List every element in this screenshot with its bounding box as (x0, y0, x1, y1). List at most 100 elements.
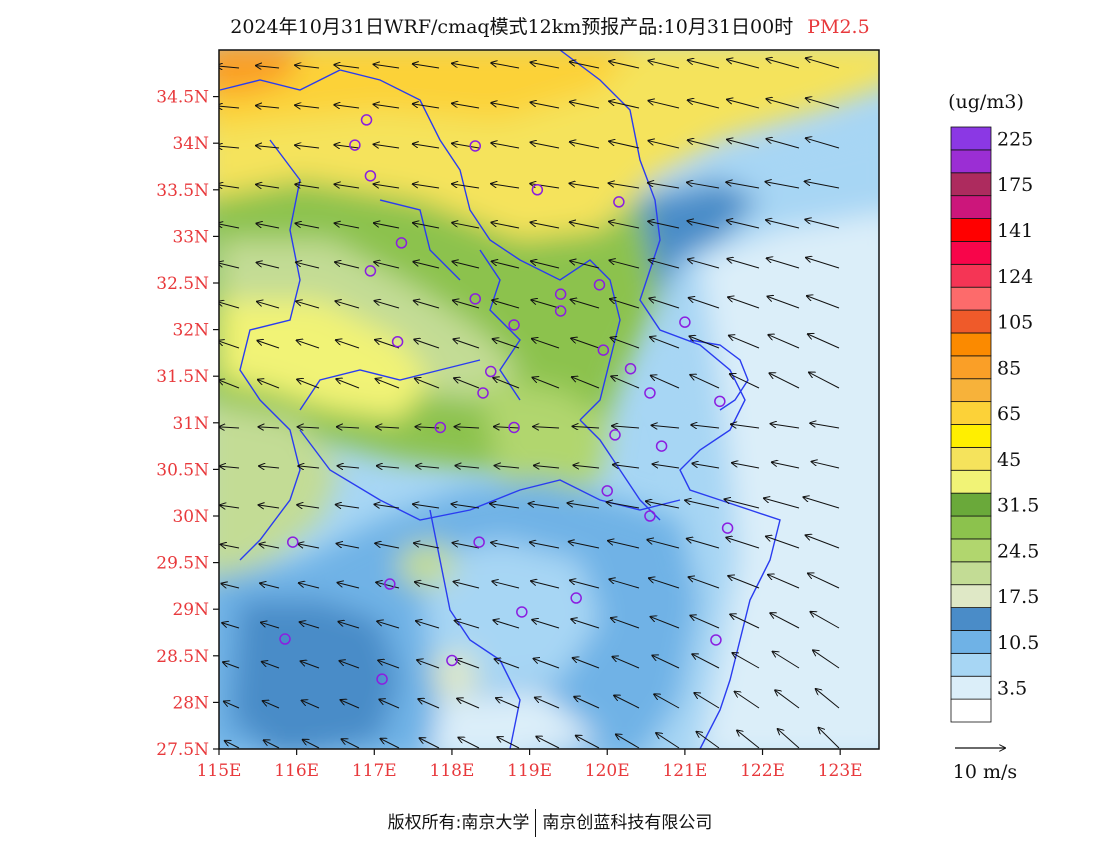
wind-arrow (336, 340, 360, 349)
wind-arrow (381, 739, 400, 749)
wind-arrow (413, 64, 440, 69)
wind-arrow (219, 146, 240, 148)
wind-arrow (726, 538, 760, 549)
monitoring-stations (279, 114, 734, 685)
station-marker (554, 305, 567, 317)
wind-arrow (807, 296, 840, 309)
wind-arrow (696, 732, 720, 749)
wind-arrow (334, 184, 360, 188)
wind-arrow (219, 224, 240, 229)
wind-arrow (649, 260, 680, 269)
colorbar-bin (950, 263, 992, 288)
wind-arrow (222, 623, 240, 629)
lon-tick-label: 122E (740, 761, 785, 781)
wind-arrow (452, 504, 480, 509)
station-marker (384, 578, 396, 590)
wind-arrow (532, 620, 560, 629)
wind-arrow (571, 300, 600, 309)
wind-arrow (731, 424, 760, 428)
wind-arrow (735, 692, 760, 709)
station-marker (469, 293, 481, 305)
wind-arrow (224, 701, 240, 709)
station-marker (570, 592, 582, 604)
wind-arrow (376, 427, 400, 428)
wind-arrow (613, 465, 640, 468)
wind-arrow (609, 101, 640, 109)
wind-arrow (689, 336, 720, 349)
pollutant-label: PM2.5 (807, 16, 870, 38)
colorbar-bin (950, 378, 992, 403)
wind-arrow (806, 535, 840, 549)
colorbar-bin (950, 446, 992, 471)
wind-arrow (455, 621, 480, 629)
wind-arrow (219, 427, 240, 428)
wind-arrow (299, 583, 320, 589)
wind-arrow (298, 544, 320, 549)
wind-arrow (334, 65, 360, 68)
station-marker (601, 485, 613, 497)
wind-arrow (769, 373, 800, 389)
wind-arrow (648, 101, 680, 109)
wind-arrow (416, 466, 440, 468)
wind-arrow (778, 729, 800, 749)
wind-arrow (573, 426, 600, 428)
wind-arrow (692, 463, 720, 469)
wind-arrow (689, 298, 720, 309)
wind-arrow (259, 466, 280, 468)
wind-arrow (256, 66, 280, 68)
wind-arrow (376, 582, 400, 589)
wind-arrow (772, 462, 800, 469)
lat-tick-label: 28N (172, 693, 209, 713)
wind-arrow (296, 223, 320, 229)
station-marker (446, 654, 458, 667)
wind-arrow (261, 622, 280, 629)
wind-arrow (770, 613, 800, 629)
wind-arrow (727, 259, 760, 269)
wind-arrow (492, 261, 520, 269)
wind-arrow (648, 221, 680, 229)
colorbar-bin (950, 675, 992, 700)
wind-arrow (219, 185, 240, 188)
wind-legend-label: 10 m/s (953, 761, 1017, 783)
wind-arrow (650, 337, 680, 349)
wind-arrow (219, 106, 240, 108)
wind-arrow (374, 223, 400, 229)
wind-arrow (732, 653, 760, 669)
station-marker (477, 387, 489, 399)
wind-arrow (225, 741, 240, 749)
wind-arrow (766, 59, 800, 69)
station-marker (508, 421, 520, 434)
longitude-axis: 115E 116E 117E 118E 119E 120E 121E 122E 123E (197, 749, 863, 781)
wind-arrow (612, 426, 640, 428)
wind-arrow (263, 701, 280, 709)
wind-arrow (767, 258, 800, 269)
lat-tick-label: 34N (172, 134, 209, 154)
wind-arrow (652, 655, 680, 669)
wind-arrow (295, 184, 320, 188)
wind-arrow (689, 577, 720, 589)
station-marker (609, 429, 621, 441)
wind-arrow (262, 662, 280, 669)
wind-arrow (726, 182, 760, 189)
wind-arrow (808, 573, 840, 589)
wind-arrow (687, 539, 720, 549)
wind-arrow (337, 427, 360, 428)
wind-arrow (302, 700, 320, 709)
colorbar-bin (950, 469, 992, 494)
wind-arrow (414, 340, 440, 349)
wind-arrow (771, 424, 800, 429)
wind-arrow (692, 654, 720, 669)
wind-arrow (609, 222, 640, 229)
colorbar-bin (950, 195, 992, 219)
lon-tick-label: 117E (352, 761, 397, 781)
station-marker (364, 265, 377, 277)
colorbar-bin (950, 149, 992, 174)
wind-arrow (492, 300, 520, 309)
colorbar-bin (950, 630, 992, 654)
wind-arrow (569, 183, 600, 189)
wind-arrow (612, 657, 640, 669)
wind-arrow (377, 466, 400, 468)
wind-arrow (493, 339, 520, 349)
wind-arrow (417, 660, 440, 669)
wind-arrow (414, 301, 440, 309)
